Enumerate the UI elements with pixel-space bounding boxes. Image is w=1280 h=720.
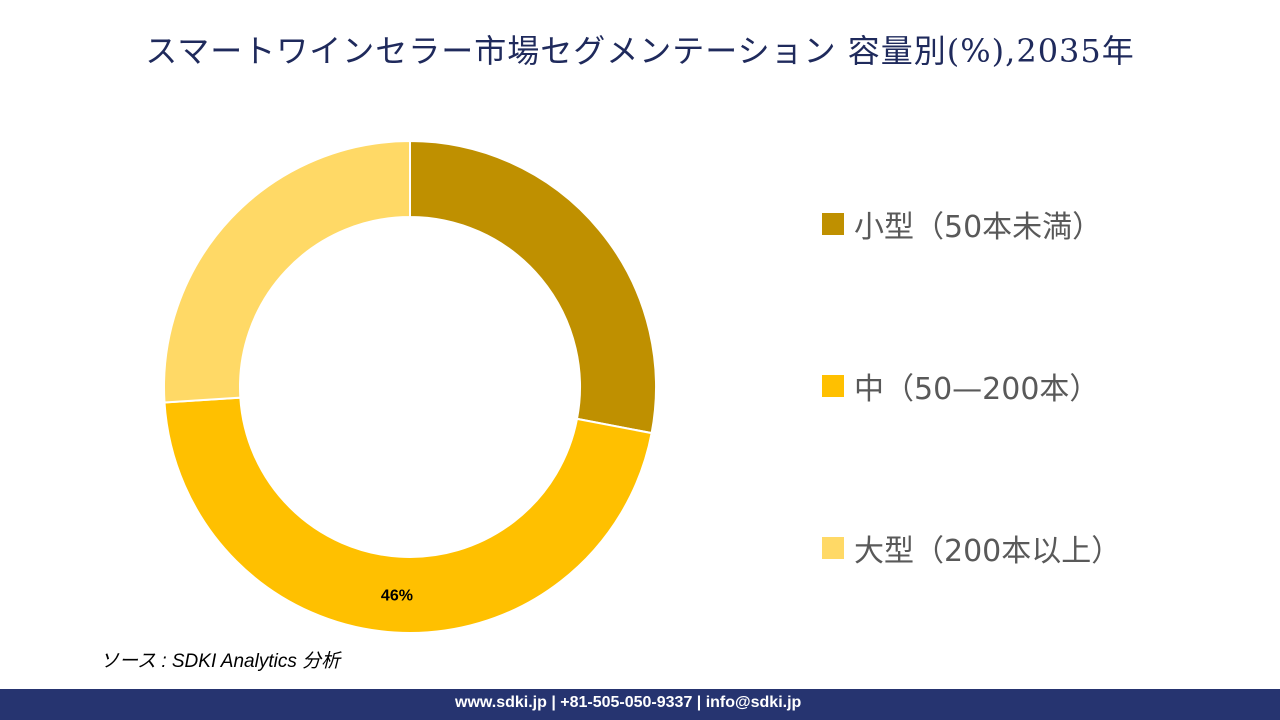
data-label: 46%	[381, 588, 413, 605]
legend-label: 中（50—200本）	[854, 372, 1100, 407]
source-note: ソース : SDKI Analytics 分析	[100, 651, 341, 672]
legend-swatch	[822, 375, 844, 397]
legend-item-small: 小型（50本未満）	[822, 202, 1102, 246]
legend-label: 小型（50本未満）	[854, 210, 1103, 245]
legend-item-large: 大型（200本以上）	[822, 526, 1121, 570]
legend-swatch	[822, 213, 844, 235]
donut-segment	[163, 139, 411, 404]
chart-title: スマートワインセラー市場セグメンテーション 容量別(%),2035年	[145, 32, 1135, 70]
donut-segment	[409, 139, 657, 435]
donut-chart: 46%	[163, 139, 657, 634]
footer-contact: www.sdki.jp | +81-505-050-9337 | info@sd…	[455, 694, 802, 711]
footer-bar: www.sdki.jp | +81-505-050-9337 | info@sd…	[0, 689, 1280, 720]
legend-swatch	[822, 537, 844, 559]
donut-segment	[163, 396, 653, 634]
legend-item-medium: 中（50—200本）	[822, 364, 1099, 408]
legend-label: 大型（200本以上）	[854, 534, 1122, 569]
